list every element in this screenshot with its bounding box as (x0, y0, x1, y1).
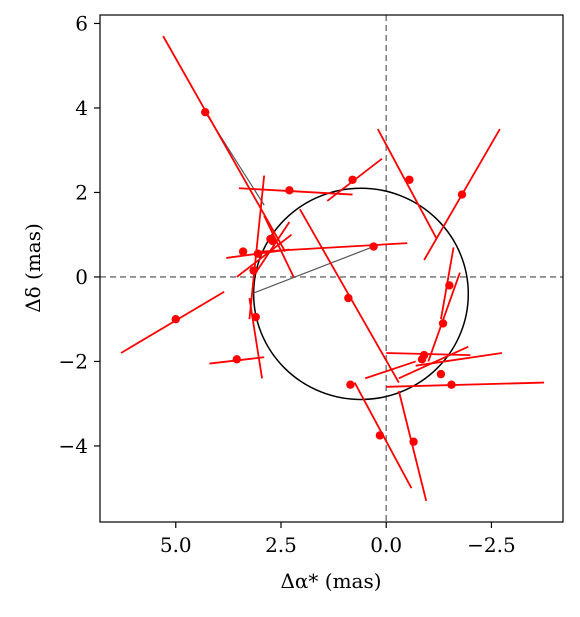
plot-frame (99, 14, 564, 523)
data-points (171, 107, 467, 446)
data-point (457, 190, 467, 199)
error-segment (377, 128, 438, 240)
data-point (369, 242, 378, 251)
data-point (346, 380, 355, 389)
error-segment (254, 221, 291, 274)
y-tick-label: 6 (75, 11, 88, 35)
data-point (268, 236, 277, 246)
data-point (447, 380, 456, 389)
error-segment (427, 272, 461, 362)
error-segment (386, 352, 471, 357)
x-axis-label: Δα* (mas) (280, 569, 381, 593)
x-tick-label: −2.5 (467, 533, 516, 557)
data-point (285, 186, 294, 195)
y-tick-label: 4 (75, 96, 88, 120)
error-segment (238, 187, 353, 196)
error-segment (236, 233, 293, 278)
error-segment (364, 360, 416, 380)
data-point (253, 249, 263, 258)
data-point (249, 266, 258, 275)
data-point (375, 431, 385, 440)
plot-area (100, 15, 563, 522)
y-axis-label: Δδ (mas) (21, 223, 45, 313)
y-tick-label: 0 (75, 265, 88, 289)
error-segment (248, 297, 263, 379)
error-segment (162, 35, 286, 253)
data-point (438, 319, 448, 328)
x-tick-label: 5.0 (160, 533, 192, 557)
reference-lines (100, 15, 563, 522)
error-segment (397, 390, 428, 502)
data-point (171, 315, 180, 324)
data-point (251, 312, 260, 322)
x-tick-label: 2.5 (265, 533, 297, 557)
y-tick-label: −4 (59, 434, 88, 458)
y-tick-label: −2 (59, 349, 88, 373)
data-point (405, 175, 414, 184)
error-segment (415, 352, 503, 367)
error-segment (120, 290, 225, 354)
orbit-ellipse (252, 187, 470, 401)
data-point (238, 247, 248, 256)
x-axis: 5.0 2.5 0.0 −2.5 (160, 522, 516, 557)
data-point (344, 293, 353, 303)
error-segment (386, 381, 545, 388)
data-point (348, 175, 357, 184)
error-segment (259, 242, 408, 253)
data-point (409, 437, 418, 446)
error-segment (248, 175, 266, 320)
residual-line (251, 245, 374, 295)
ellipse-layer (252, 187, 470, 401)
data-point (436, 369, 446, 379)
data-point (232, 355, 241, 364)
y-tick-label: 2 (75, 180, 88, 204)
data-point (201, 107, 210, 117)
error-segment (263, 215, 295, 278)
x-tick-label: 0.0 (370, 533, 402, 557)
data-point (417, 355, 427, 364)
error-segments (120, 35, 545, 502)
data-point (445, 281, 454, 290)
y-axis: −4 −2 0 2 4 6 (59, 11, 100, 458)
